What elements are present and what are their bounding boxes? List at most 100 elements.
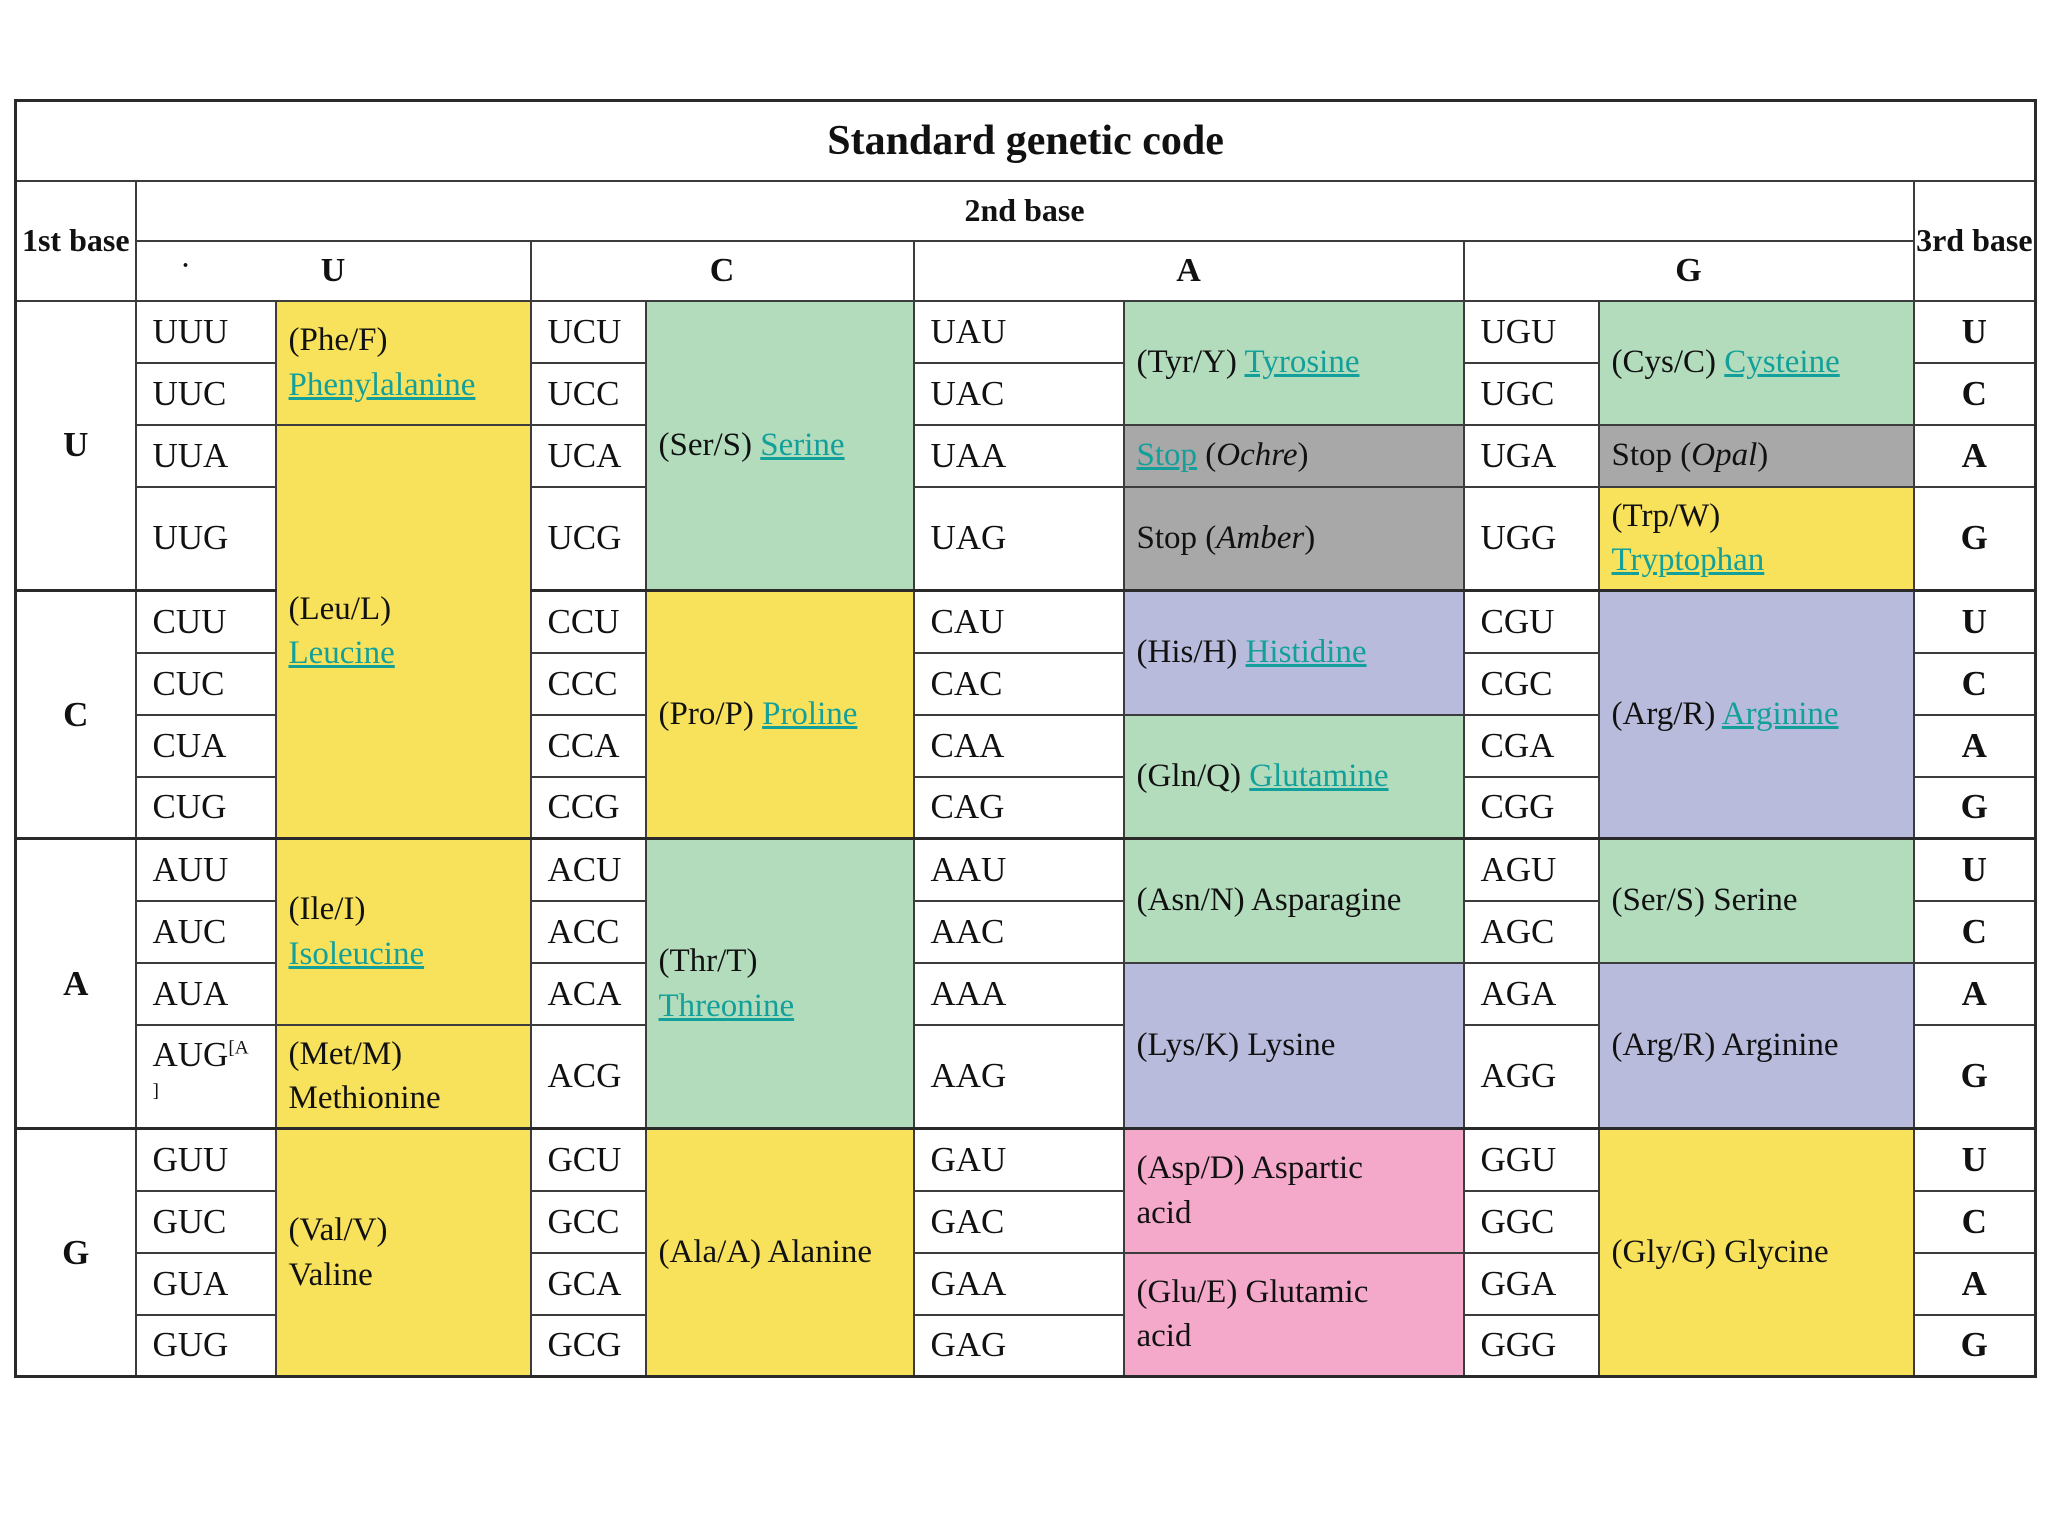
codon-AAC: AAC — [912, 899, 1125, 964]
proline-link[interactable]: Proline — [762, 696, 858, 733]
codon-CGG: CGG — [1462, 775, 1600, 840]
text-run: (Arg/R) — [1611, 696, 1722, 733]
text-run: GAA — [930, 1263, 1007, 1303]
codon-ACA: ACA — [529, 961, 647, 1026]
text-run: ACA — [547, 973, 622, 1013]
codon-GUU: GUU — [134, 1127, 277, 1192]
codon-table-body: U UUU (Phe/F) Phenylalanine UCU (Ser/S) Serin… — [14, 299, 2037, 1378]
text-run: GGU — [1480, 1139, 1557, 1179]
text-run: Amber — [1216, 519, 1305, 556]
phenylalanine-link[interactable]: Phenylalanine — [288, 366, 476, 403]
codon-AAA: AAA — [912, 961, 1125, 1026]
text-run: GCU — [547, 1139, 622, 1179]
codon-UGC: UGC — [1462, 361, 1600, 426]
text-run: (Ala/A) Alanine — [658, 1234, 873, 1271]
third-base-letter: C — [1912, 1189, 2037, 1254]
text-run: GCC — [547, 1201, 620, 1241]
text-run: A — [1961, 725, 1987, 765]
codon-AGC: AGC — [1462, 899, 1600, 964]
text-run: CAU — [930, 601, 1005, 641]
text-run: AUG — [152, 1034, 229, 1074]
text-run: UGC — [1480, 373, 1555, 413]
leucine-link[interactable]: Leucine — [288, 635, 395, 672]
text-run: (Cys/C) — [1611, 344, 1725, 381]
glutamine-link[interactable]: Glutamine — [1249, 757, 1389, 794]
text-run: U — [1961, 311, 1987, 351]
arginine-link[interactable]: Arginine — [1721, 696, 1839, 733]
tryptophan-link[interactable]: Tryptophan — [1611, 542, 1765, 579]
text-run: AAA — [930, 973, 1007, 1013]
text-run: (Lys/K) Lysine — [1136, 1026, 1336, 1063]
text-run: CUG — [152, 787, 227, 827]
histidine-link[interactable]: Histidine — [1245, 634, 1367, 671]
text-run: (Val/V) — [288, 1211, 388, 1248]
amino-stop-ochre: Stop (Ochre) — [1122, 423, 1465, 488]
threonine-link[interactable]: Threonine — [658, 987, 795, 1024]
text-run: (Asp/D) Aspartic — [1136, 1150, 1363, 1187]
third-base-letter: G — [1912, 1023, 2037, 1130]
text-run: UAA — [930, 435, 1007, 475]
serine-link[interactable]: Serine — [760, 426, 845, 463]
stray-dot: . — [182, 246, 189, 273]
table-row: GUA GCA GAA (Glu/E) Glutamic acid GGA A — [16, 1251, 2037, 1378]
amino-threonine: (Thr/T) Threonine — [644, 837, 915, 1130]
text-run: CCA — [547, 725, 620, 765]
text-run: GUC — [152, 1201, 227, 1241]
text-run: ( — [1197, 437, 1217, 474]
third-base-letter: A — [1912, 713, 2037, 778]
codon-CUG: CUG — [134, 775, 277, 840]
text-run: AGA — [1480, 973, 1557, 1013]
codon-UCG: UCG — [529, 485, 647, 592]
codon-ACU: ACU — [529, 837, 647, 902]
cysteine-link[interactable]: Cysteine — [1724, 344, 1840, 381]
tyrosine-link[interactable]: Tyrosine — [1244, 344, 1360, 381]
amino-isoleucine: (Ile/I) Isoleucine — [274, 837, 532, 1026]
text-run: GUG — [152, 1325, 229, 1365]
amino-leucine: (Leu/L) Leucine — [274, 423, 532, 840]
stop-link[interactable]: Stop — [1136, 437, 1198, 474]
text-run: Stop ( — [1611, 437, 1692, 474]
amino-arginine-cgx: (Arg/R) Arginine — [1597, 589, 1915, 840]
text-run: G — [62, 1232, 90, 1272]
third-base-letter: G — [1912, 1313, 2037, 1378]
page-title: Standard genetic code — [14, 99, 2037, 182]
codon-AGA: AGA — [1462, 961, 1600, 1026]
codon-UCA: UCA — [529, 423, 647, 488]
text-run: A — [1961, 973, 1987, 1013]
third-base-letter: U — [1912, 837, 2037, 902]
text-run: [A — [228, 1036, 249, 1058]
codon-UAC: UAC — [912, 361, 1125, 426]
amino-lysine: (Lys/K) Lysine — [1122, 961, 1465, 1130]
text-run: U — [1961, 1139, 1987, 1179]
third-base-letter: C — [1912, 899, 2037, 964]
amino-serine-agx: (Ser/S) Serine — [1597, 837, 1915, 964]
text-run: acid — [1136, 1318, 1192, 1355]
codon-UUU: UUU — [134, 299, 277, 364]
table-row: GUG GCG GAG GGG G — [16, 1313, 2037, 1378]
table-row: CUA CCA CAA (Gln/Q) Glutamine CGA A — [16, 713, 2037, 840]
text-run: C — [1961, 1201, 1987, 1241]
first-base-A: A — [14, 837, 137, 1130]
text-run: GCA — [547, 1263, 622, 1303]
first-base-U: U — [14, 299, 137, 592]
codon-CGA: CGA — [1462, 713, 1600, 778]
text-run: AUU — [152, 849, 229, 889]
text-run: AAC — [930, 911, 1005, 951]
third-base-letter: U — [1912, 1127, 2037, 1192]
text-run: (Tyr/Y) — [1136, 344, 1245, 381]
amino-phenylalanine: (Phe/F) Phenylalanine — [274, 299, 532, 426]
third-base-header: 3rd base — [1912, 179, 2037, 302]
codon-GGC: GGC — [1462, 1189, 1600, 1254]
text-run: CGA — [1480, 725, 1555, 765]
text-run: C — [1961, 911, 1987, 951]
isoleucine-link[interactable]: Isoleucine — [288, 935, 425, 972]
text-run: (Glu/E) Glutamic — [1136, 1273, 1369, 1310]
codon-CAC: CAC — [912, 651, 1125, 716]
codon-UCU: UCU — [529, 299, 647, 364]
codon-CGC: CGC — [1462, 651, 1600, 716]
table-row: AUA ACA AAA (Lys/K) Lysine AGA (Arg/R) Argini… — [16, 961, 2037, 1130]
base-header-U: . U — [134, 239, 532, 302]
text-run: A — [1961, 1263, 1987, 1303]
text-run: ACU — [547, 849, 622, 889]
text-run: UCG — [547, 518, 622, 558]
